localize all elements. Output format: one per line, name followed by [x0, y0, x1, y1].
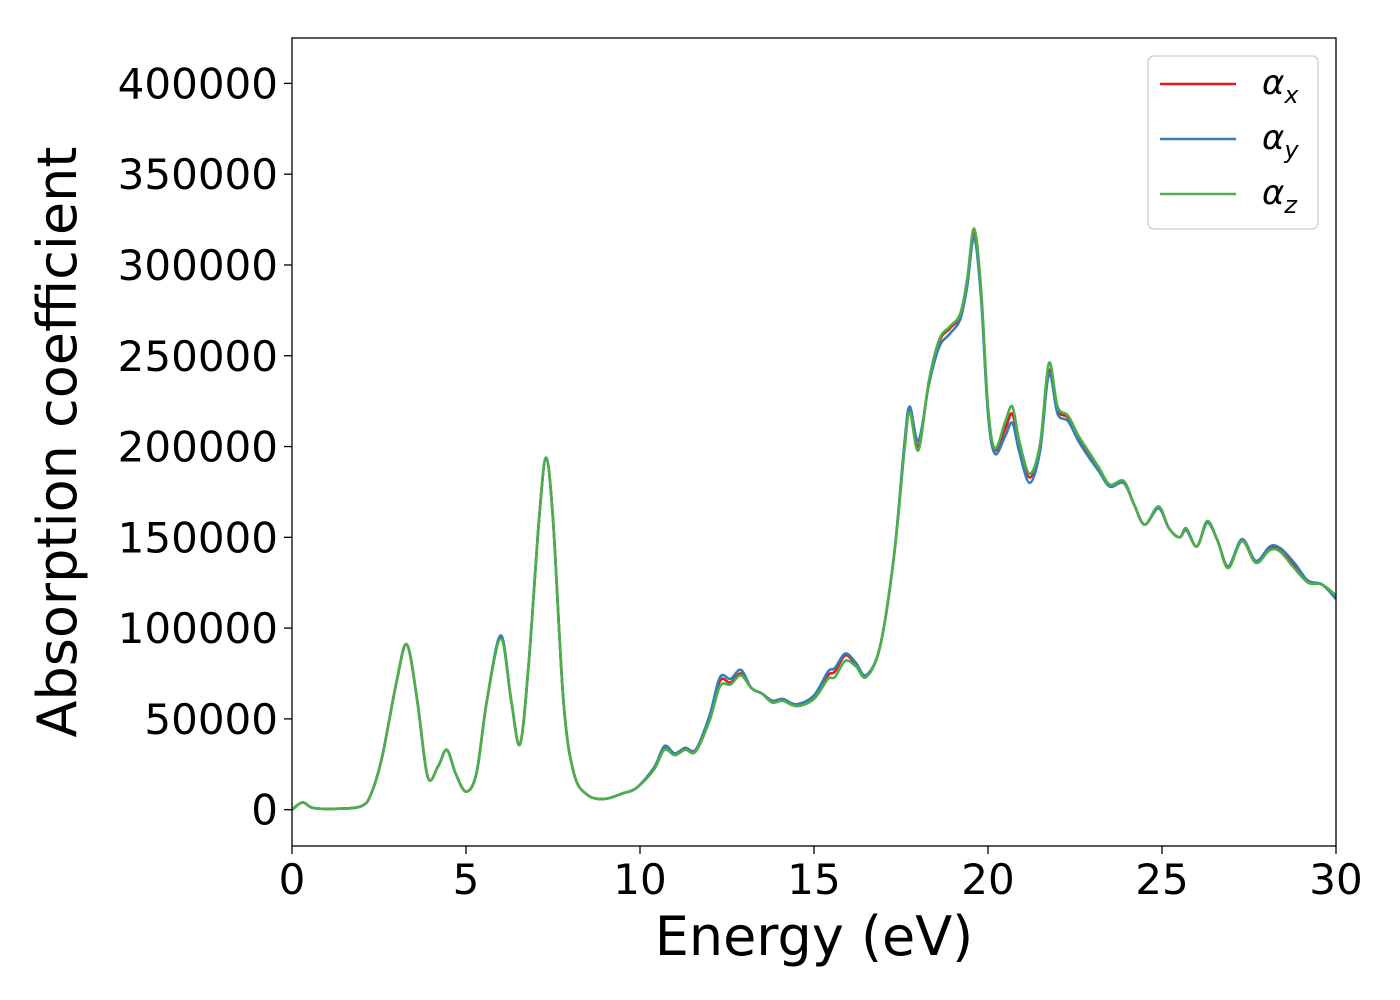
- legend-label-x: αx: [1262, 63, 1299, 109]
- x-tick-label: 5: [453, 855, 480, 904]
- x-axis: 0 5 10 15 20 25 30: [279, 846, 1363, 904]
- legend-label-main: α: [1262, 63, 1284, 103]
- series-line-z: [292, 227, 1336, 811]
- x-tick-label: 30: [1309, 855, 1362, 904]
- legend-label-main: α: [1262, 173, 1284, 213]
- series-line-y: [292, 236, 1336, 811]
- y-tick-label: 100000: [118, 604, 278, 653]
- x-tick-label: 15: [787, 855, 840, 904]
- x-tick-label: 10: [613, 855, 666, 904]
- x-tick-label: 25: [1135, 855, 1188, 904]
- x-tick-label: 20: [961, 855, 1014, 904]
- y-tick-label: 400000: [118, 59, 278, 108]
- legend-label-y: αy: [1262, 118, 1299, 164]
- y-tick-label: 250000: [118, 332, 278, 381]
- y-axis-title: Absorption coefficient: [26, 147, 89, 738]
- y-tick-label: 300000: [118, 241, 278, 290]
- y-tick-label: 50000: [144, 695, 278, 744]
- legend-label-sub: z: [1283, 191, 1298, 219]
- legend-label-sub: x: [1283, 81, 1299, 109]
- y-axis: 0 50000 100000 150000 200000 250000 300000 3500…: [118, 59, 292, 835]
- legend-label-main: α: [1262, 118, 1284, 158]
- legend-label-sub: y: [1283, 136, 1299, 164]
- series-layer: [292, 227, 1336, 811]
- legend-frame: [1147, 55, 1319, 230]
- y-tick-label: 150000: [118, 513, 278, 562]
- y-tick-label: 200000: [118, 423, 278, 472]
- legend-label-z: αz: [1262, 173, 1298, 219]
- series-line-x: [292, 230, 1336, 811]
- y-tick-label: 0: [251, 786, 278, 835]
- x-axis-title: Energy (eV): [655, 905, 974, 968]
- y-tick-label: 350000: [118, 150, 278, 199]
- x-tick-label: 0: [279, 855, 306, 904]
